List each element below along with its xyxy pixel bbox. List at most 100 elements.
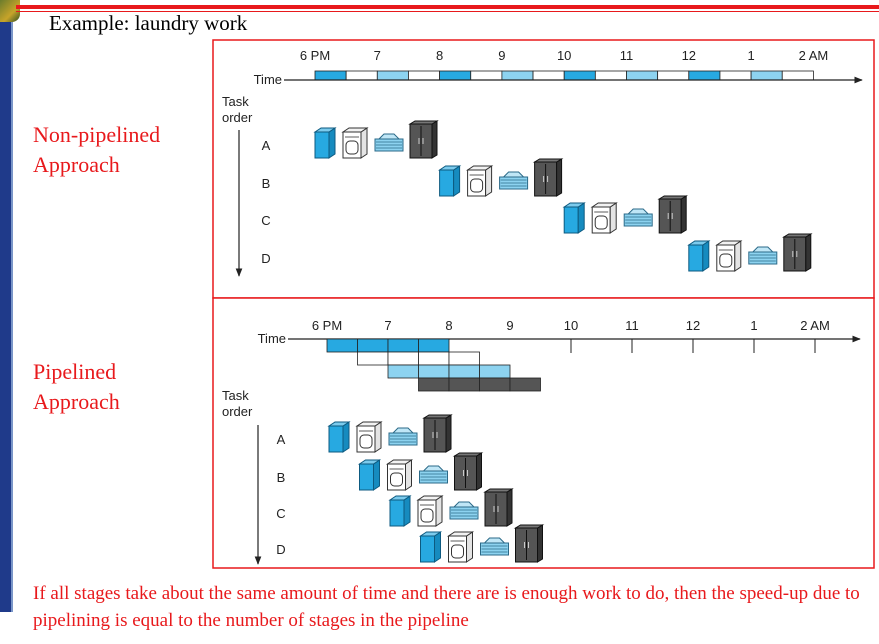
slide-top-rule [16,5,879,9]
folded-clothes-collar [452,501,476,508]
pipelined-label-line-2: Approach [33,389,120,414]
dryer-icon-top [385,459,414,465]
washer-icon [313,127,337,159]
task-order-label-line-1: Task [222,94,249,109]
pipeline-stage-cell [418,377,450,392]
time-slot [470,70,503,81]
washer-icon [388,495,412,527]
task-label: C [261,213,270,228]
pipeline-stage-cell [326,338,358,353]
washer-icon [437,165,462,197]
task-label: D [276,542,285,557]
washer-icon-side [688,244,704,272]
washer-icon-top [687,240,711,246]
time-tick-label: 10 [557,48,571,63]
closet-icon-depth [506,488,513,527]
time-slot [376,70,409,81]
pipeline-stage-cell [387,351,419,366]
dryer-icon [416,495,444,527]
time-slot [532,70,565,81]
closet-icon [513,524,545,563]
time-slot [688,70,721,81]
closet-icon-depth [537,524,543,563]
closet-icon-depth [476,452,482,491]
washer-icon-top [313,127,337,133]
folded-clothes-icon [374,133,404,152]
time-tick-label: 8 [445,318,452,333]
slide-corner-logo [0,0,20,22]
pipeline-stage-cell [357,351,389,366]
dryer-icon-door [420,508,434,523]
task-label: B [262,176,271,191]
closet-icon-top [452,452,484,457]
task-label: A [262,138,271,153]
time-tick-label: 2 AM [799,48,829,63]
washer-icon-side [328,425,344,453]
closet-icon-depth [556,158,563,197]
closet-icon-top [513,524,545,529]
washer-icon-depth [702,240,710,272]
washer-icon-top [388,495,412,501]
time-slot [408,70,441,81]
time-slot [563,70,596,81]
washer-icon-depth [434,531,441,563]
washer-icon-top [357,459,382,465]
time-tick-label: 6 PM [300,48,330,63]
task-label: D [261,251,270,266]
dryer-icon-top [590,202,618,208]
dryer-icon-depth [734,240,742,272]
non-pipelined-label: Non-pipelined Approach [33,120,160,180]
washer-icon-top [562,202,586,208]
task-order-label-line-1: Task [222,388,249,403]
closet-icon [781,233,813,272]
time-tick-label: 12 [682,48,696,63]
pipeline-stage-cell [418,351,450,366]
folded-clothes-collar [502,171,525,178]
washer-icon-side [314,131,330,159]
dryer-icon [465,165,494,197]
folded-clothes-icon [388,427,418,446]
time-tick-label: 9 [506,318,513,333]
time-slot [501,70,534,81]
closet-icon-depth [805,233,812,272]
time-slot [750,70,783,81]
task-label: A [277,432,286,447]
time-axis-label: Time [254,72,282,87]
dryer-icon-door [719,253,733,268]
closet-icon-top [422,414,453,419]
washer-icon-depth [328,127,336,159]
non-pipelined-label-line-2: Approach [33,152,120,177]
pipelined-label-line-1: Pipelined [33,359,117,384]
task-label: B [277,470,286,485]
pipeline-stage-cell [479,364,511,379]
time-tick-label: 11 [620,48,634,63]
dryer-icon-door [345,140,359,155]
closet-icon-depth [431,120,438,159]
folded-clothes-collar [377,133,401,140]
pipelined-panel [212,297,875,569]
time-slot [781,70,814,81]
pipeline-stage-cell [418,338,450,353]
time-slot [626,70,659,81]
task-order-label-line-2: order [222,110,253,125]
dryer-icon-depth [609,202,617,234]
washer-icon-side [439,169,455,197]
dryer-icon-door [390,472,403,487]
task-label: C [276,506,285,521]
dryer-icon-depth [485,165,493,197]
washer-icon-side [563,206,579,234]
slide-sidebar [0,0,13,612]
closet-icon [422,414,453,453]
dryer-icon-door [359,434,373,449]
washer-icon-depth [577,202,585,234]
pipeline-stage-cell [448,377,480,392]
dryer-icon-depth [360,127,368,159]
closet-icon [452,452,484,491]
time-tick-label: 12 [686,318,700,333]
task-order-label-line-2: order [222,404,253,419]
folded-clothes-icon [480,537,509,556]
folded-clothes-icon [499,171,529,190]
time-tick-label: 9 [498,48,505,63]
